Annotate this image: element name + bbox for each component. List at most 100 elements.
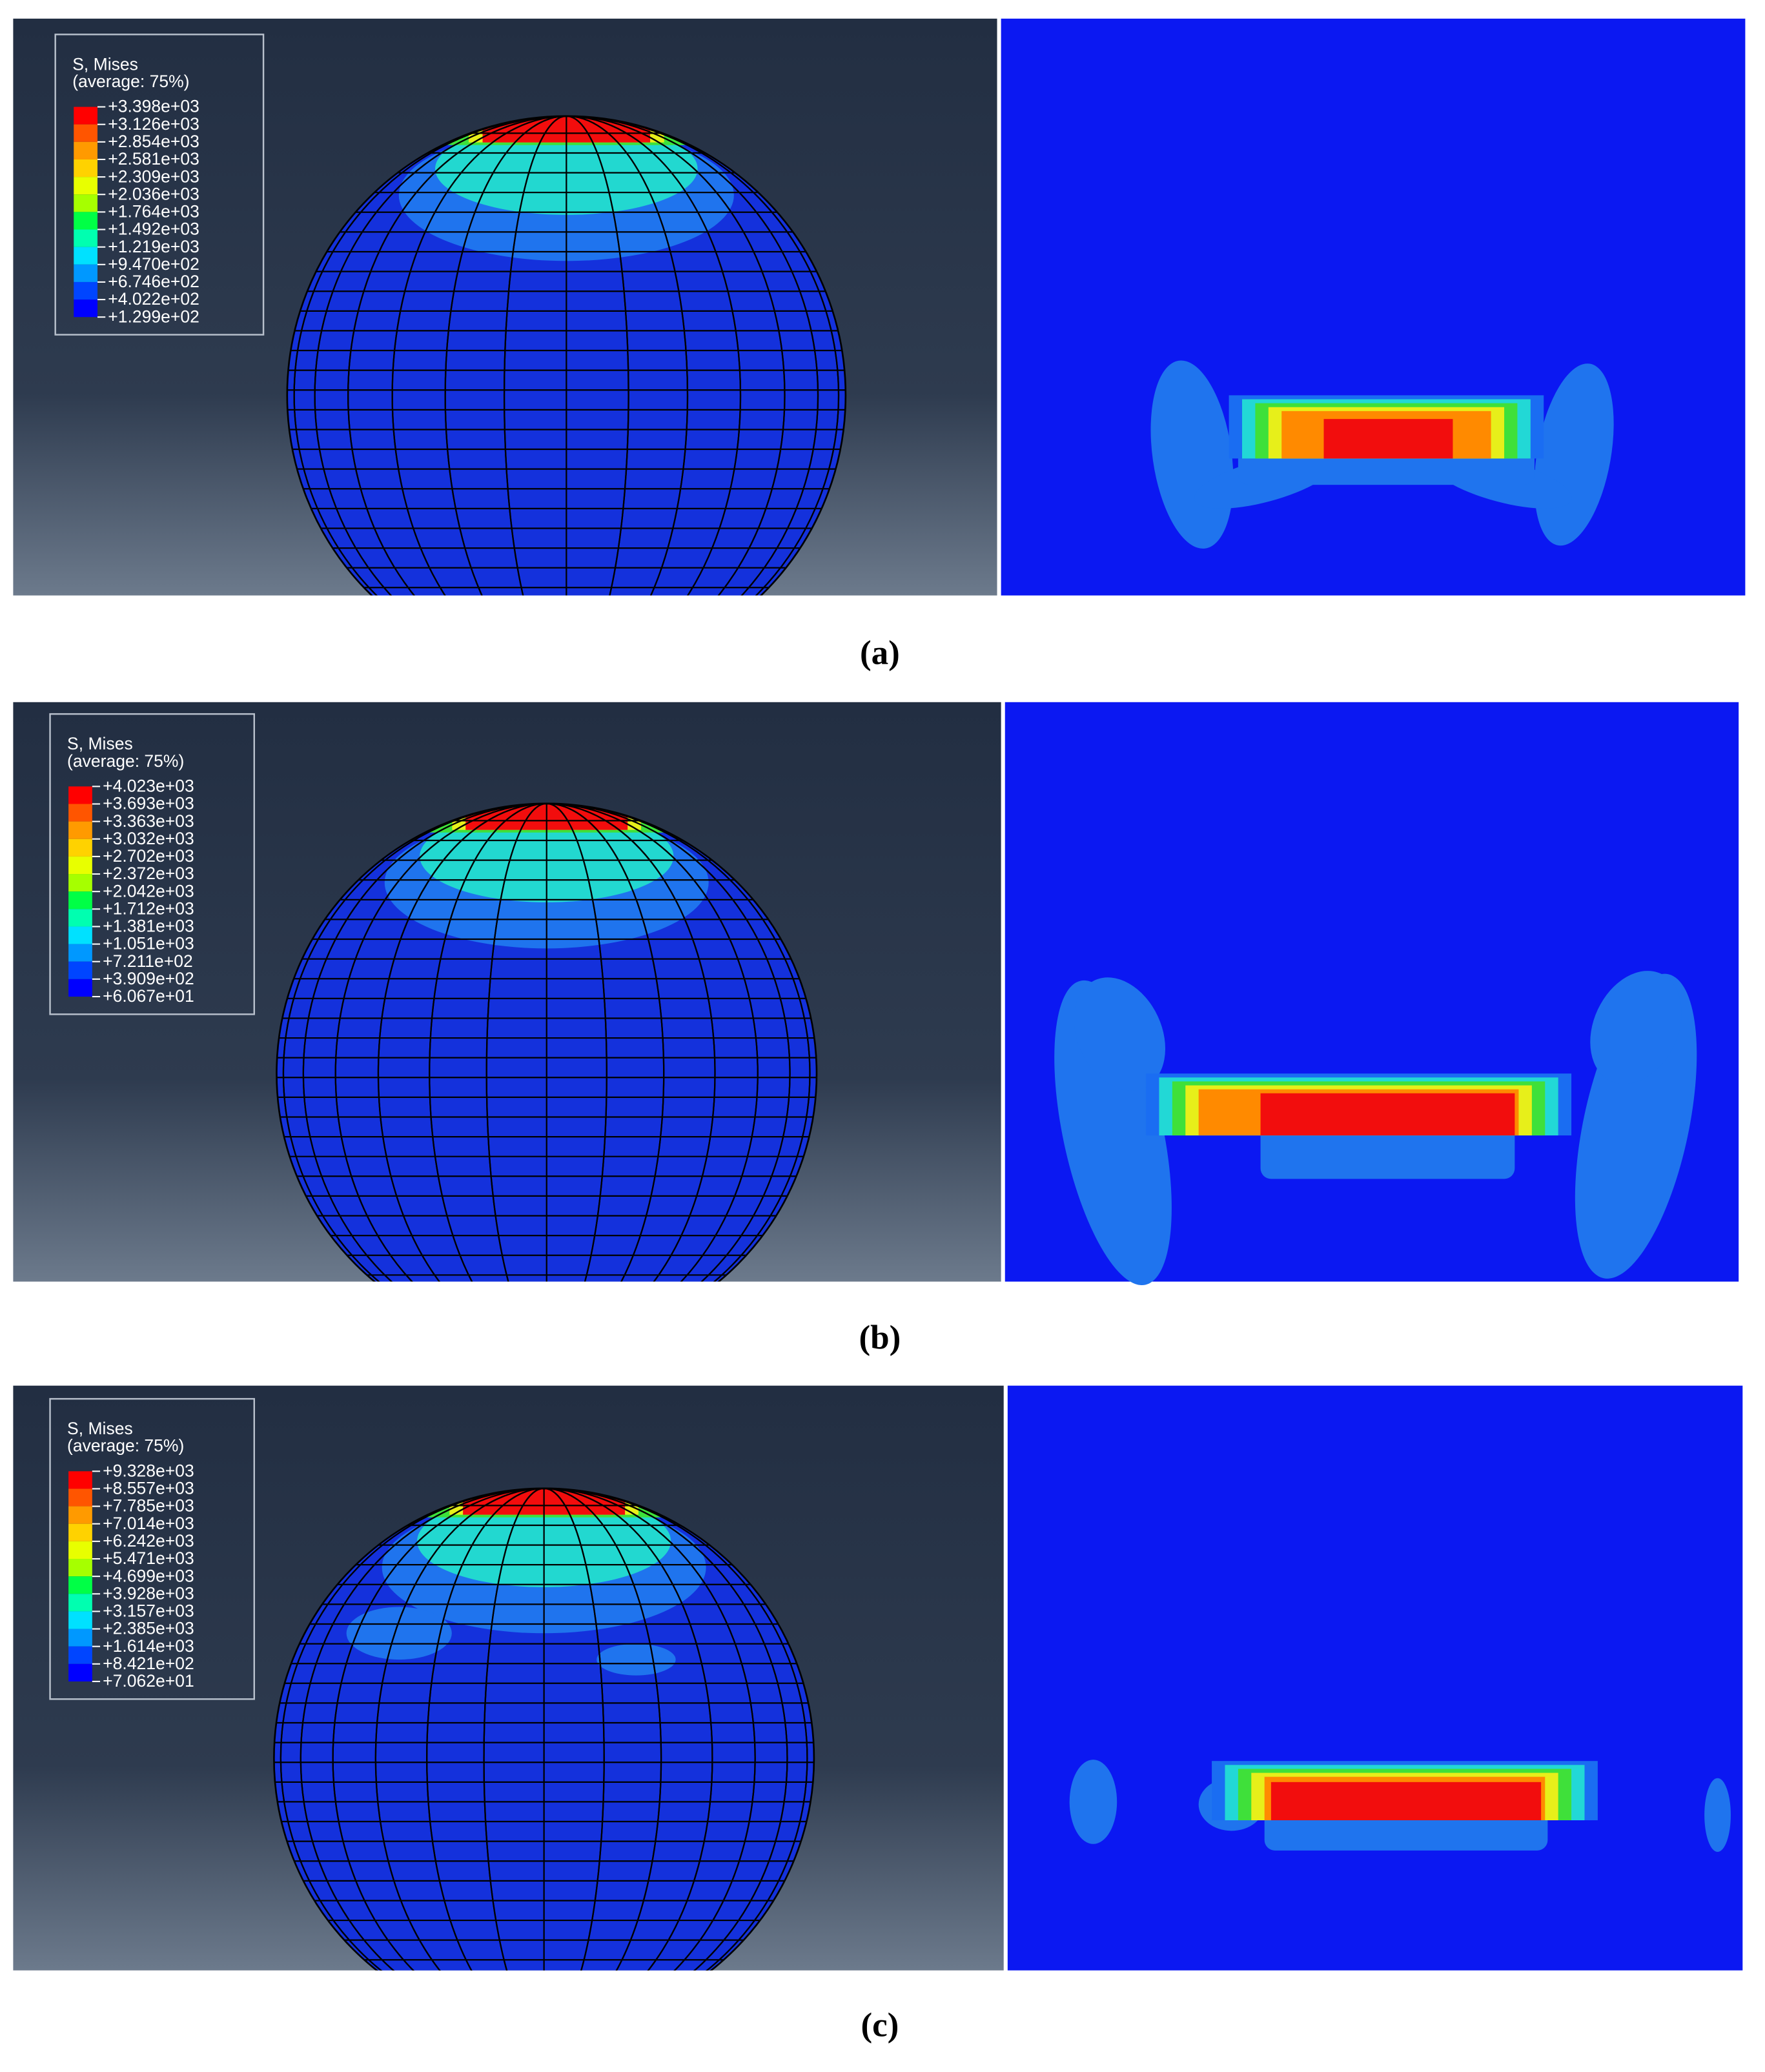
legend-swatch [68, 1594, 92, 1612]
legend-swatch [68, 856, 92, 875]
legend-swatch [68, 1488, 92, 1507]
legend-swatch [68, 1611, 92, 1629]
legend-swatch [74, 300, 97, 318]
legend-label: +1.381e+03 [103, 917, 194, 936]
mesh-line [347, 116, 786, 596]
legend-swatch [74, 264, 97, 282]
sphere-outline [273, 1487, 815, 1971]
legend-label: +2.372e+03 [103, 864, 194, 883]
sphere-outline [286, 115, 847, 596]
legend-label: +1.614e+03 [103, 1636, 194, 1656]
legend-label: +3.928e+03 [103, 1583, 194, 1603]
legend-label: +7.014e+03 [103, 1514, 194, 1533]
legend-swatch [68, 891, 92, 909]
legend-label: +3.032e+03 [103, 829, 194, 848]
legend-label: +2.581e+03 [108, 149, 199, 168]
mesh-line [377, 803, 716, 1282]
legend-swatch [74, 247, 97, 265]
legend-label: +1.299e+02 [108, 307, 199, 326]
legend-title: S, Mises [72, 54, 138, 74]
legend-label: +1.051e+03 [103, 934, 194, 953]
legend-swatch [74, 141, 97, 159]
contour-light [346, 1607, 452, 1660]
panel: S, Mises(average: 75%) +4.023e+03+3.693e+… [13, 702, 1739, 1357]
legend-swatch [68, 1576, 92, 1594]
legend-swatch [74, 159, 97, 178]
legend-label: +3.693e+03 [103, 794, 194, 813]
mesh-line [485, 803, 607, 1282]
sphere-body [276, 803, 817, 1282]
mesh-line [332, 1488, 756, 1971]
contour-light [597, 1643, 676, 1676]
legend-label: +8.557e+03 [103, 1479, 194, 1498]
legend-label: +2.036e+03 [108, 184, 199, 203]
mesh-line [314, 116, 819, 596]
legend-swatch [68, 874, 92, 892]
mesh-line [426, 1488, 662, 1971]
sphere-outline [276, 802, 818, 1282]
legend-swatch [68, 838, 92, 857]
legend-swatch [68, 961, 92, 979]
legend-swatch [68, 909, 92, 927]
sphere [286, 115, 847, 596]
mesh-line [483, 1488, 605, 1971]
viewport-right [1007, 1385, 1743, 1971]
legend-label: +3.363e+03 [103, 811, 194, 831]
caption: (a) [860, 635, 900, 672]
legend-label: +4.699e+03 [103, 1566, 194, 1585]
mesh-line [280, 1488, 808, 1971]
legend-swatch [74, 177, 97, 195]
contour-light [1590, 971, 1682, 1084]
contour-red [1323, 419, 1453, 459]
panel: S, Mises(average: 75%) +3.398e+03+3.126e+… [13, 18, 1746, 672]
legend-label: +6.746e+02 [108, 272, 199, 291]
legend-swatch [68, 944, 92, 962]
legend-swatch [74, 124, 97, 142]
legend: S, Mises(average: 75%) +9.328e+03+8.557e+… [49, 1397, 256, 1700]
legend-swatch [68, 1663, 92, 1681]
legend-swatch [74, 229, 97, 247]
mesh-line [444, 116, 689, 596]
legend-label: +6.242e+03 [103, 1531, 194, 1550]
legend-swatch [74, 194, 97, 212]
legend-label: +8.421e+02 [103, 1654, 194, 1673]
legend-label: +9.328e+03 [103, 1461, 194, 1480]
legend-label: +1.712e+03 [103, 899, 194, 918]
legend-box [49, 1397, 256, 1700]
mesh-line [302, 803, 791, 1282]
legend-label: +7.211e+02 [103, 951, 193, 971]
legend-title: S, Mises [67, 1419, 133, 1438]
legend: S, Mises(average: 75%) +4.023e+03+3.693e+… [49, 713, 256, 1015]
sphere-body [287, 116, 846, 596]
legend-box [54, 34, 265, 336]
legend-subtitle: (average: 75%) [67, 751, 184, 771]
legend-label: +3.909e+02 [103, 969, 194, 988]
legend-swatch [68, 821, 92, 839]
legend-swatch [68, 786, 92, 804]
mesh-line [429, 803, 665, 1282]
mesh-line [282, 803, 811, 1282]
legend-label: +7.785e+03 [103, 1496, 194, 1516]
legend-swatch [68, 1558, 92, 1577]
panel: S, Mises(average: 75%) +9.328e+03+8.557e+… [13, 1385, 1743, 2044]
legend-swatch [68, 804, 92, 822]
legend-title: S, Mises [67, 734, 133, 753]
mesh-line [374, 1488, 713, 1971]
contour-light [1069, 1760, 1117, 1844]
mesh-line [334, 803, 759, 1282]
caption: (b) [859, 1319, 901, 1357]
legend-label: +4.022e+02 [108, 289, 199, 309]
legend-label: +1.492e+03 [108, 219, 199, 239]
legend-swatch [68, 1541, 92, 1559]
contour-red [1260, 1093, 1515, 1136]
legend-label: +1.219e+03 [108, 237, 199, 256]
legend-subtitle: (average: 75%) [72, 72, 189, 91]
legend-label: +6.067e+01 [103, 986, 194, 1006]
contour-red [1270, 1782, 1542, 1820]
legend-swatch [74, 281, 97, 300]
legend: S, Mises(average: 75%) +3.398e+03+3.126e+… [54, 34, 265, 336]
legend-swatch [68, 1523, 92, 1541]
legend-label: +2.042e+03 [103, 881, 194, 900]
